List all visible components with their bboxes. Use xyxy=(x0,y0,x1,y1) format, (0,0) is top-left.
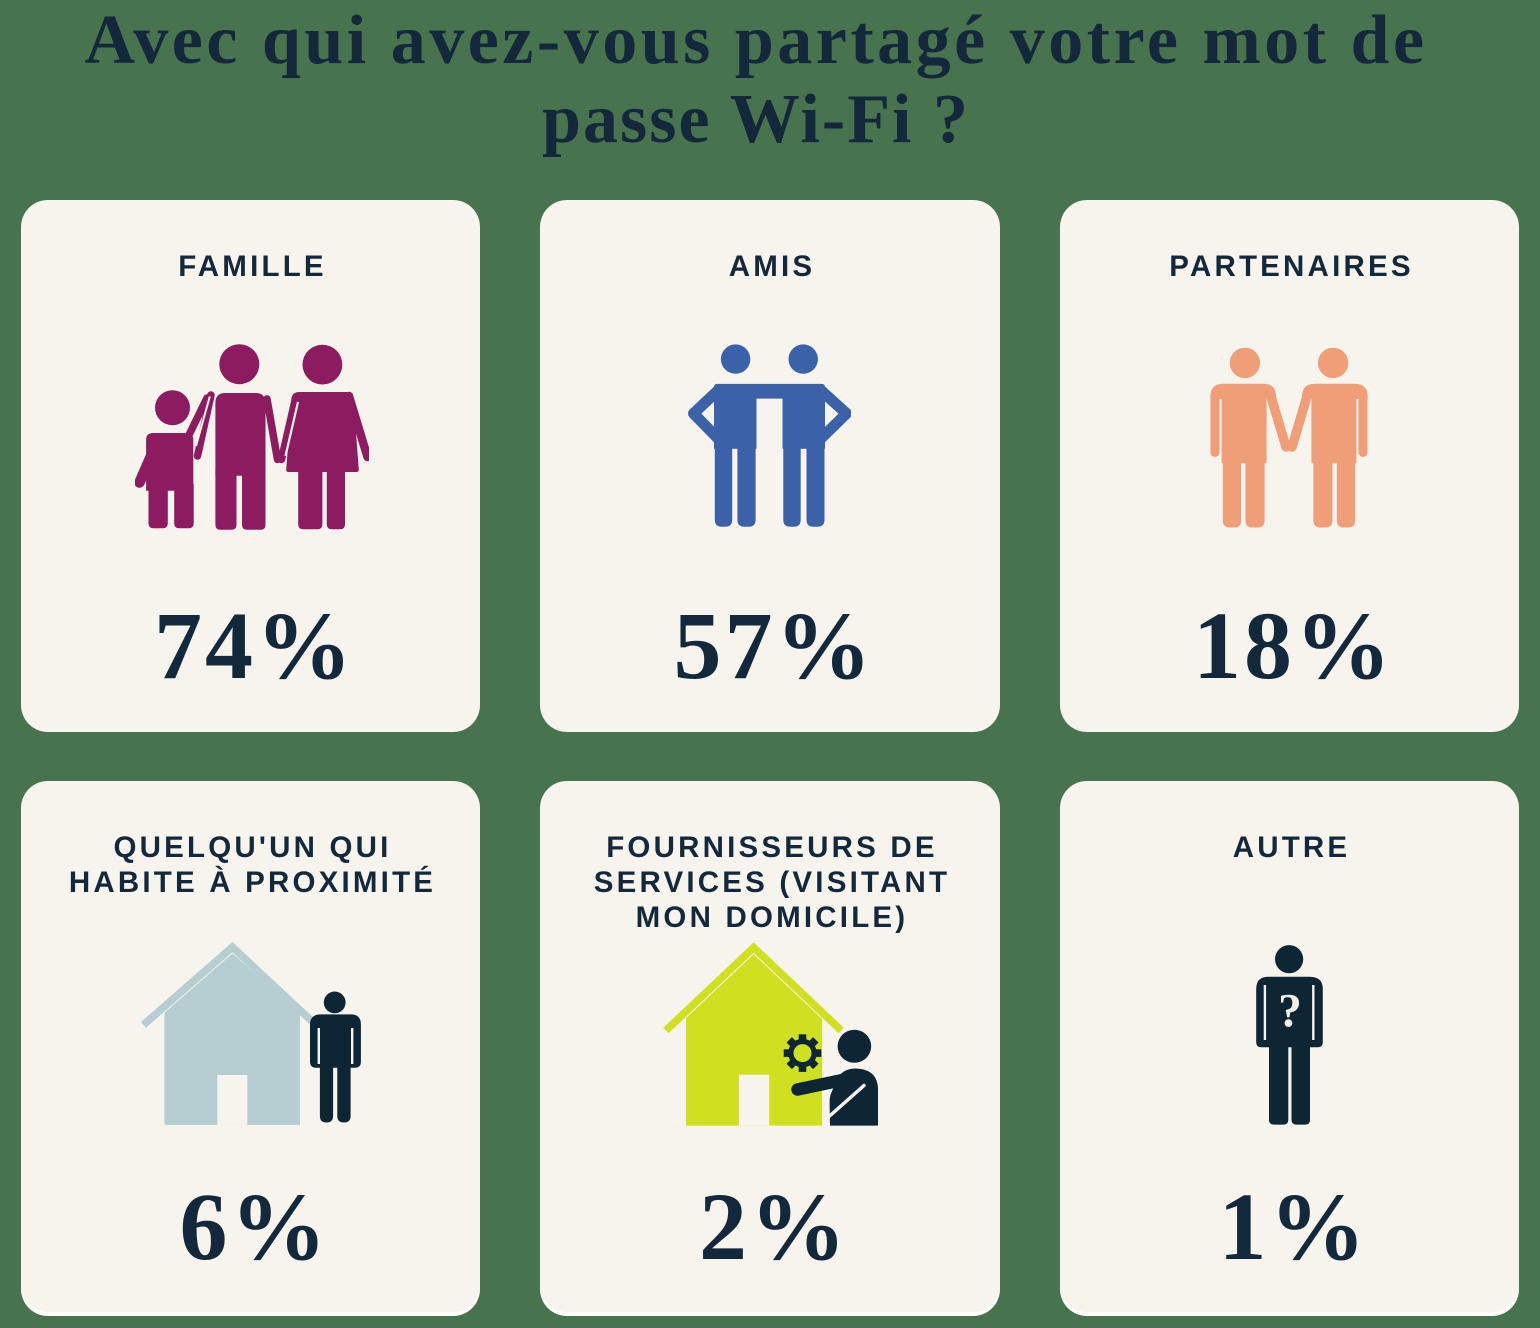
svg-text:?: ? xyxy=(1278,986,1302,1038)
